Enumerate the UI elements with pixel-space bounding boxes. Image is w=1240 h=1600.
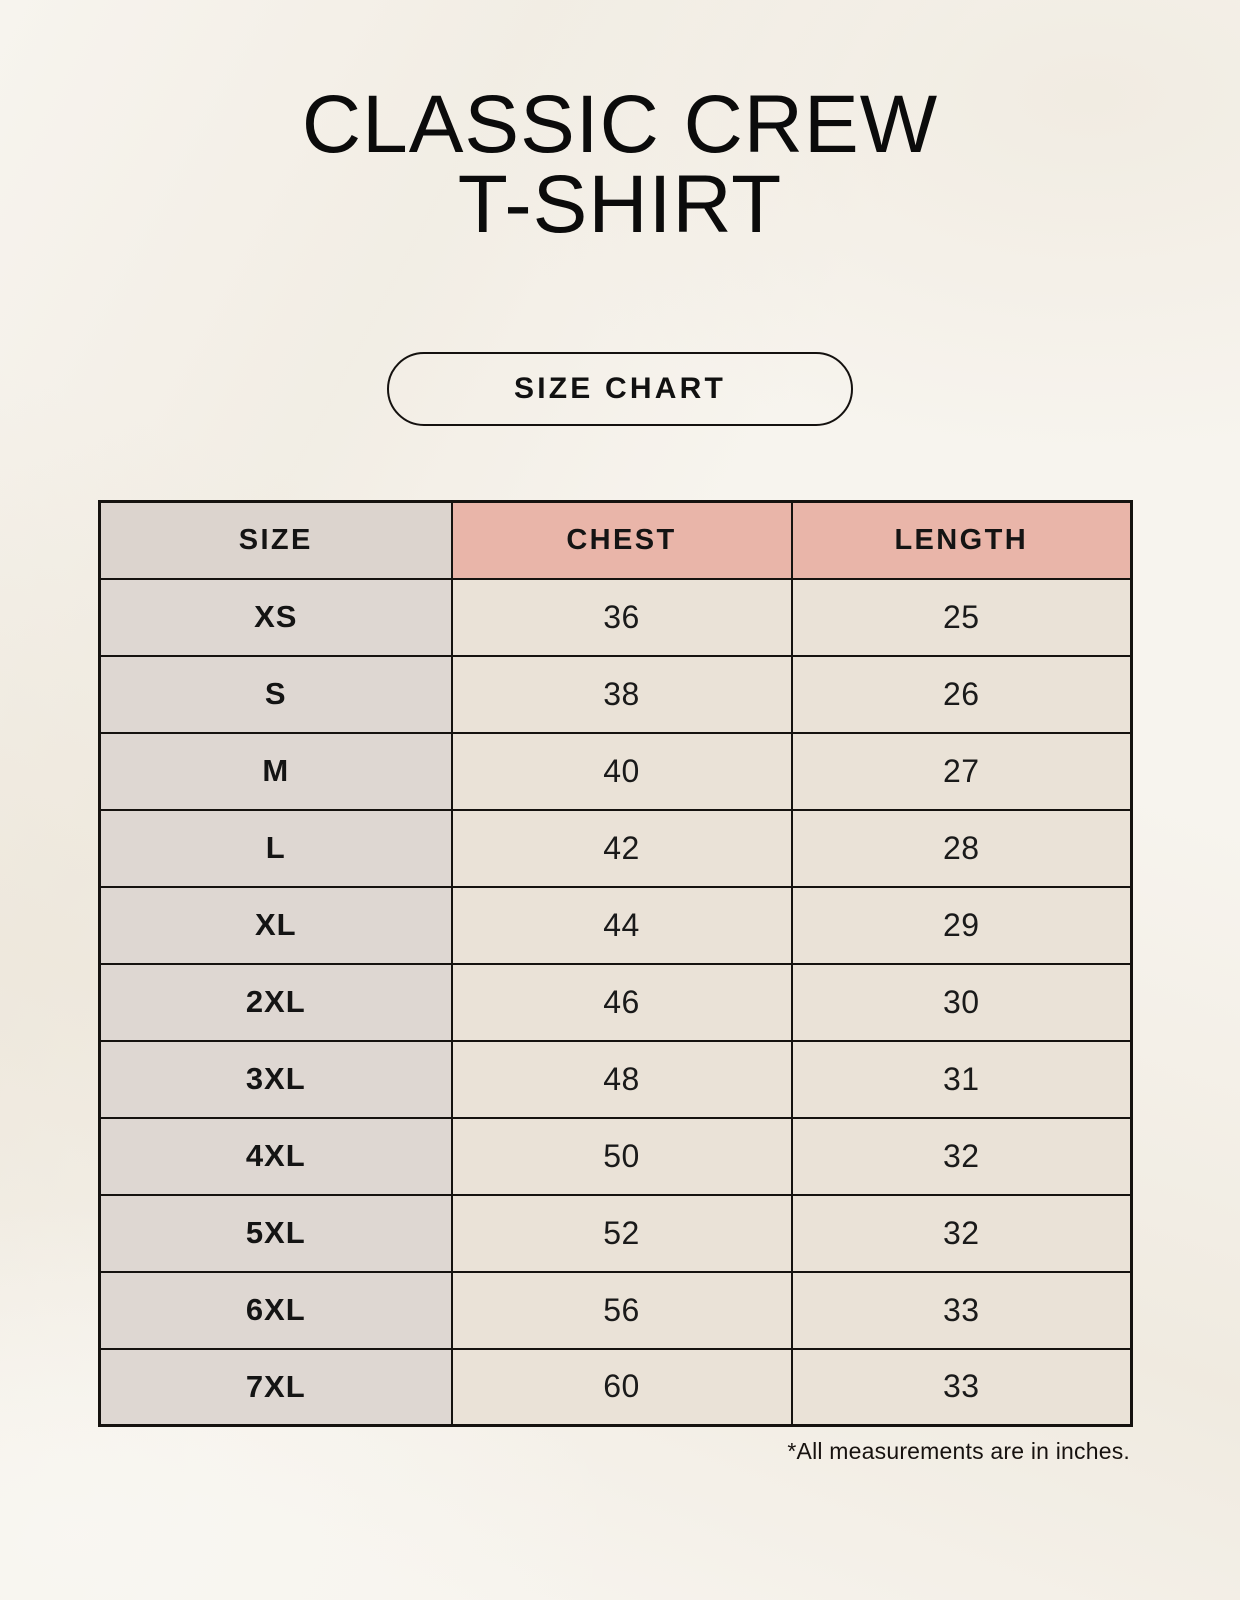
table-body: XS 36 25 S 38 26 M 40 27 L 42 28 XL 44 bbox=[98, 577, 1133, 1427]
cell-length: 26 bbox=[790, 654, 1133, 734]
cell-chest: 42 bbox=[450, 808, 793, 888]
column-header-chest: CHEST bbox=[450, 500, 793, 580]
cell-size: 4XL bbox=[98, 1116, 453, 1196]
cell-chest: 38 bbox=[450, 654, 793, 734]
cell-length: 27 bbox=[790, 731, 1133, 811]
cell-size: XL bbox=[98, 885, 453, 965]
column-header-size: SIZE bbox=[98, 500, 453, 580]
table-row: 7XL 60 33 bbox=[98, 1347, 1133, 1427]
table-row: 6XL 56 33 bbox=[98, 1270, 1133, 1350]
cell-size: 6XL bbox=[98, 1270, 453, 1350]
table-row: L 42 28 bbox=[98, 808, 1133, 888]
cell-size: 7XL bbox=[98, 1347, 453, 1427]
table-row: 2XL 46 30 bbox=[98, 962, 1133, 1042]
cell-size: L bbox=[98, 808, 453, 888]
cell-chest: 48 bbox=[450, 1039, 793, 1119]
table-row: XS 36 25 bbox=[98, 577, 1133, 657]
table-row: 3XL 48 31 bbox=[98, 1039, 1133, 1119]
table-header-row: SIZE CHEST LENGTH bbox=[98, 500, 1133, 580]
cell-size: 5XL bbox=[98, 1193, 453, 1273]
cell-chest: 50 bbox=[450, 1116, 793, 1196]
cell-chest: 46 bbox=[450, 962, 793, 1042]
cell-length: 30 bbox=[790, 962, 1133, 1042]
cell-length: 33 bbox=[790, 1270, 1133, 1350]
cell-chest: 60 bbox=[450, 1347, 793, 1427]
measurement-units-footnote: *All measurements are in inches. bbox=[787, 1438, 1130, 1464]
cell-size: 3XL bbox=[98, 1039, 453, 1119]
cell-length: 28 bbox=[790, 808, 1133, 888]
page-title-line-2: T-SHIRT bbox=[457, 159, 783, 251]
size-chart-badge-container: SIZE CHART bbox=[0, 352, 1240, 426]
cell-length: 31 bbox=[790, 1039, 1133, 1119]
cell-chest: 36 bbox=[450, 577, 793, 657]
table-row: XL 44 29 bbox=[98, 885, 1133, 965]
table-row: M 40 27 bbox=[98, 731, 1133, 811]
size-chart-badge: SIZE CHART bbox=[387, 352, 853, 426]
cell-size: 2XL bbox=[98, 962, 453, 1042]
cell-length: 33 bbox=[790, 1347, 1133, 1427]
table-header: SIZE CHEST LENGTH bbox=[98, 500, 1133, 580]
page-title: CLASSIC CREW T-SHIRT bbox=[0, 79, 1240, 251]
table-row: S 38 26 bbox=[98, 654, 1133, 734]
table-row: 5XL 52 32 bbox=[98, 1193, 1133, 1273]
page-title-line-1: CLASSIC CREW bbox=[301, 79, 939, 170]
cell-chest: 40 bbox=[450, 731, 793, 811]
cell-size: M bbox=[98, 731, 453, 811]
cell-chest: 52 bbox=[450, 1193, 793, 1273]
table-row: 4XL 50 32 bbox=[98, 1116, 1133, 1196]
cell-size: XS bbox=[98, 577, 453, 657]
cell-chest: 56 bbox=[450, 1270, 793, 1350]
cell-length: 29 bbox=[790, 885, 1133, 965]
size-chart-table: SIZE CHEST LENGTH XS 36 25 S 38 26 M 40 … bbox=[98, 500, 1133, 1427]
cell-size: S bbox=[98, 654, 453, 734]
cell-length: 32 bbox=[790, 1116, 1133, 1196]
cell-length: 25 bbox=[790, 577, 1133, 657]
cell-length: 32 bbox=[790, 1193, 1133, 1273]
cell-chest: 44 bbox=[450, 885, 793, 965]
column-header-length: LENGTH bbox=[790, 500, 1133, 580]
